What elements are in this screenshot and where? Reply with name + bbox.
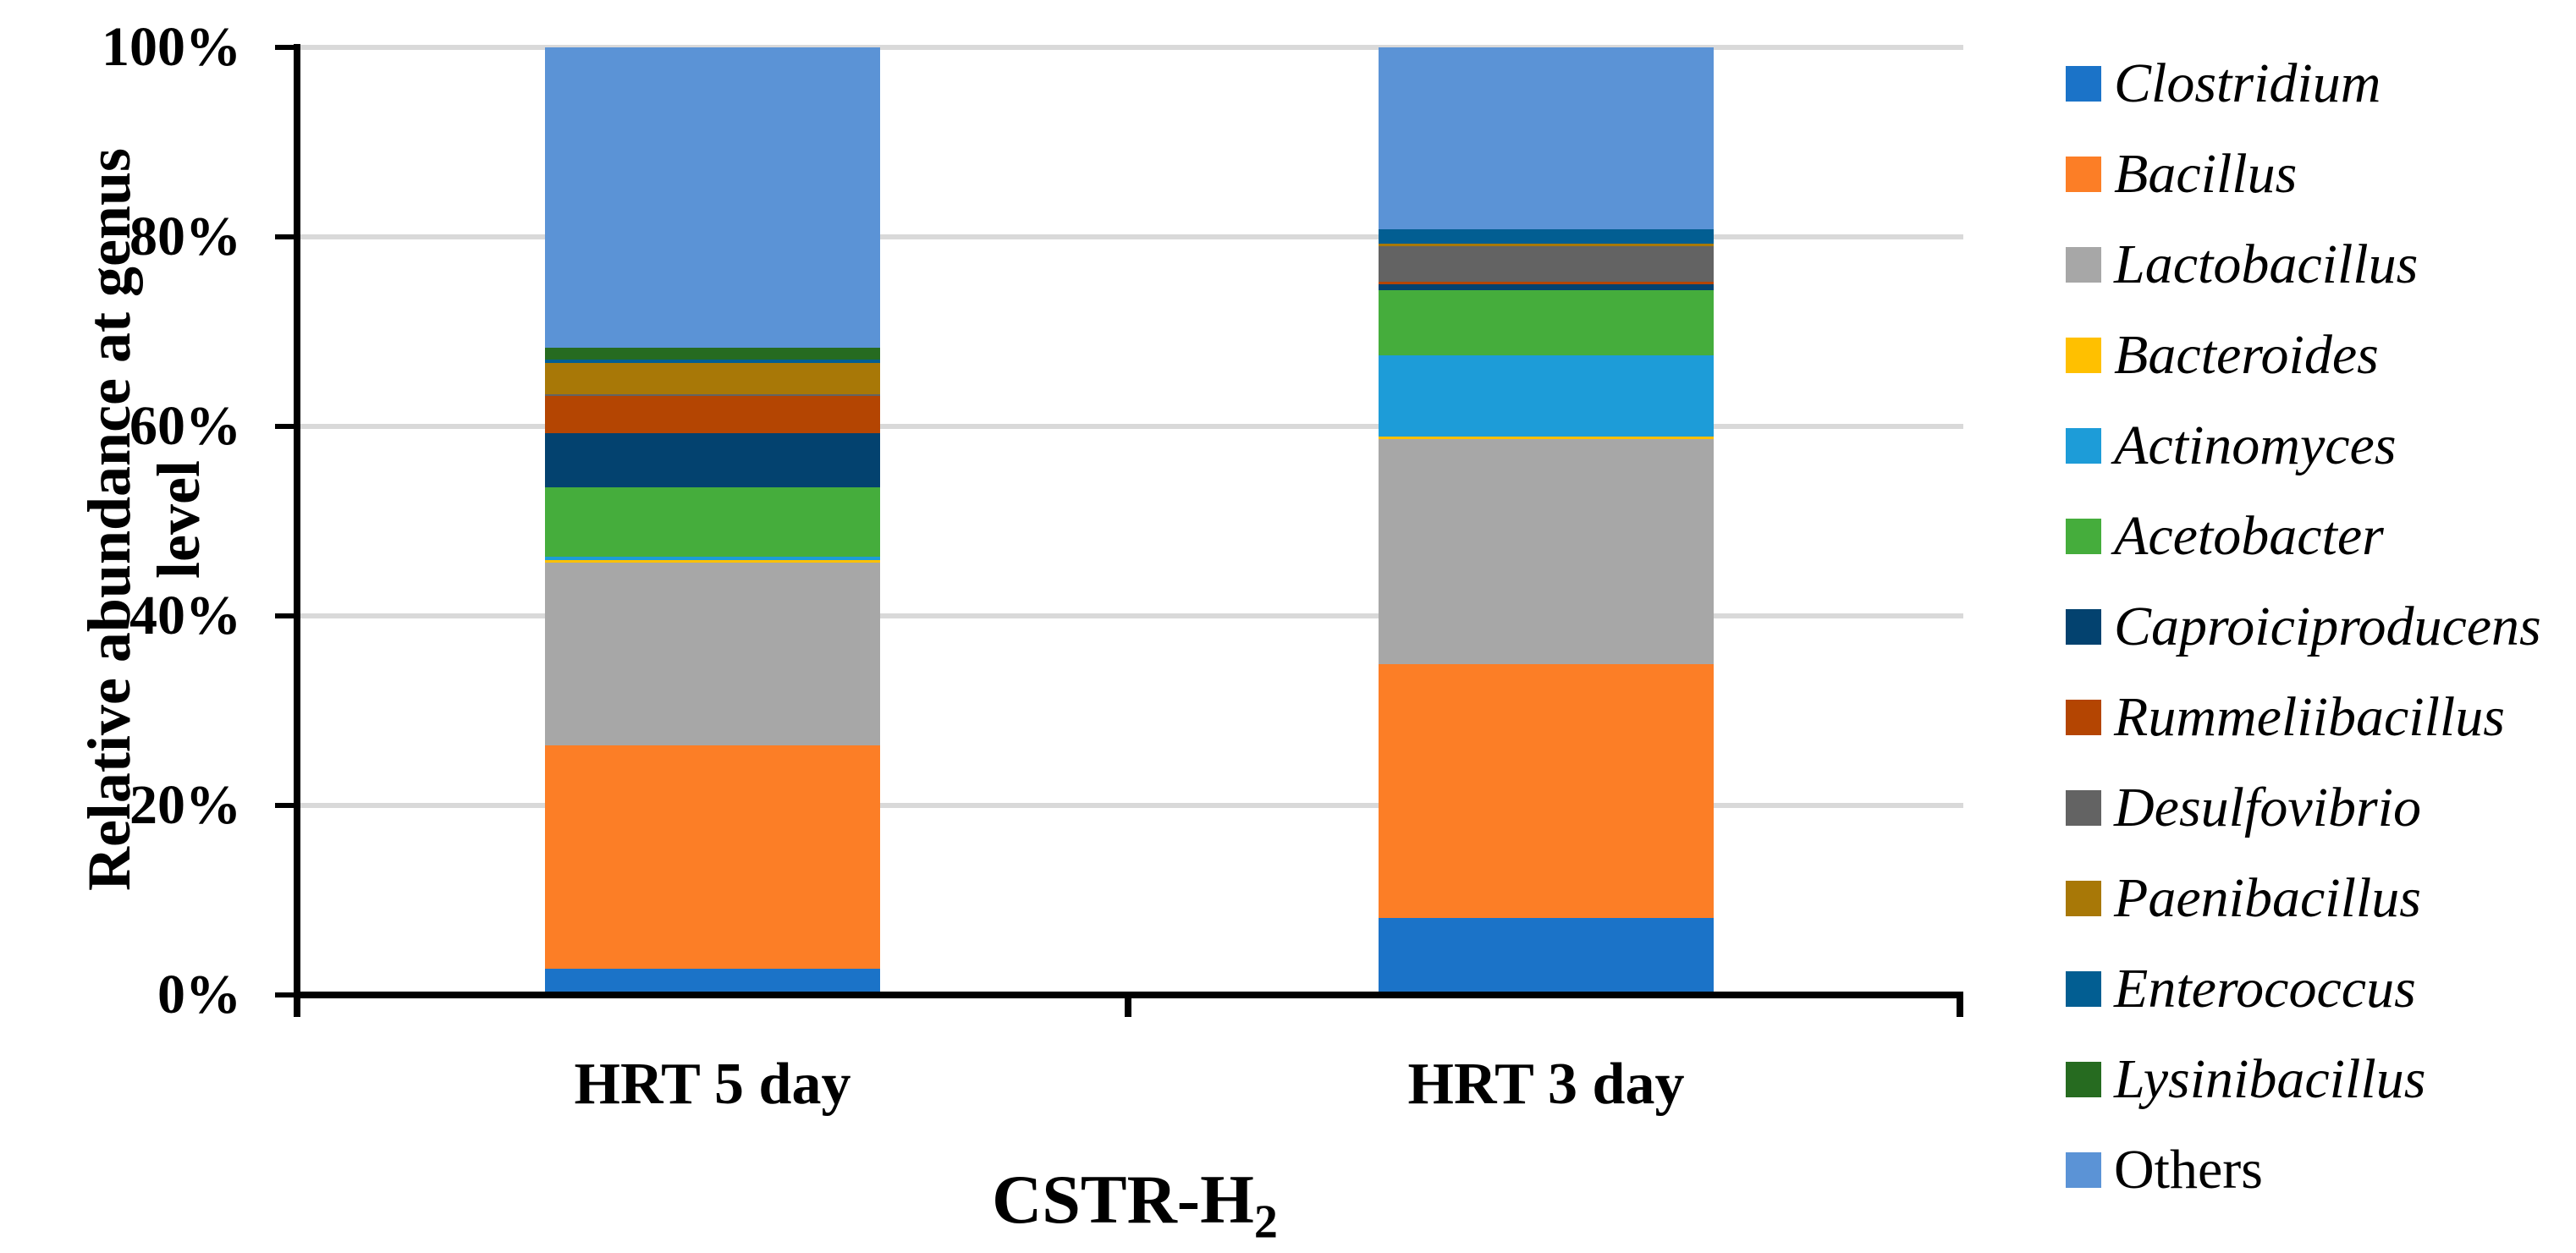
bar-segment-paenibacillus-1	[545, 362, 880, 394]
bar-segment-enterococcus-2	[1379, 229, 1714, 245]
bar-segment-bacillus-2	[1379, 663, 1714, 918]
legend-label-rummeliibacillus: Rummeliibacillus	[2114, 686, 2505, 748]
y-tick-label: 60%	[129, 395, 241, 457]
bar-segment-clostridium-1	[545, 969, 880, 992]
legend-label-desulfovibrio: Desulfovibrio	[2114, 777, 2421, 838]
legend-label-actinomyces: Actinomyces	[2114, 415, 2397, 476]
legend-label-bacillus: Bacillus	[2114, 143, 2298, 205]
y-axis-tick	[275, 992, 294, 997]
bar-segment-actinomyces-1	[545, 556, 880, 560]
bar-segment-acetobacter-1	[545, 487, 880, 557]
legend-label-clostridium: Clostridium	[2114, 52, 2381, 114]
gridline	[300, 45, 1963, 50]
x-axis-tick	[1957, 998, 1963, 1017]
bar-segment-actinomyces-2	[1379, 354, 1714, 437]
y-tick-label: 20%	[129, 774, 241, 836]
legend-label-paenibacillus: Paenibacillus	[2114, 867, 2421, 929]
bar-segment-paenibacillus-2	[1379, 244, 1714, 247]
x-axis-tick	[1125, 998, 1131, 1017]
legend-swatch-paenibacillus	[2066, 881, 2101, 916]
bar-segment-caproiciproducens-1	[545, 433, 880, 488]
legend-label-bacteroides: Bacteroides	[2114, 324, 2379, 386]
legend-swatch-enterococcus	[2066, 971, 2101, 1007]
bar-segment-lactobacillus-2	[1379, 439, 1714, 664]
bar-segment-rummeliibacillus-1	[545, 395, 880, 434]
y-axis-tick	[275, 424, 294, 429]
bar-segment-desulfovibrio-1	[545, 393, 880, 396]
y-axis-tick	[275, 803, 294, 808]
x-axis-tick	[294, 998, 300, 1017]
bar-segment-others-1	[545, 47, 880, 348]
bar-segment-caproiciproducens-2	[1379, 284, 1714, 290]
legend-swatch-bacteroides	[2066, 338, 2101, 373]
bar-segment-lactobacillus-1	[545, 563, 880, 745]
bar-segment-acetobacter-2	[1379, 289, 1714, 355]
x-axis-line	[294, 992, 1963, 998]
gridline	[300, 424, 1963, 429]
bar-segment-rummeliibacillus-2	[1379, 281, 1714, 285]
category-label-1: HRT 5 day	[574, 1052, 851, 1117]
bar-segment-enterococcus-1	[545, 360, 880, 363]
legend-swatch-clostridium	[2066, 66, 2101, 102]
y-axis-title-line2: level	[145, 460, 212, 579]
legend-swatch-caproiciproducens	[2066, 609, 2101, 645]
y-tick-label: 80%	[129, 206, 241, 267]
legend-label-lactobacillus: Lactobacillus	[2114, 234, 2419, 295]
y-axis-line	[294, 44, 300, 998]
gridline	[300, 803, 1963, 808]
legend-swatch-actinomyces	[2066, 428, 2101, 464]
legend-swatch-lactobacillus	[2066, 247, 2101, 283]
legend-label-acetobacter: Acetobacter	[2114, 505, 2384, 567]
category-label-2: HRT 3 day	[1407, 1052, 1685, 1117]
y-tick-label: 40%	[129, 585, 241, 646]
legend-swatch-bacillus	[2066, 157, 2101, 192]
gridline	[300, 234, 1963, 239]
legend-swatch-rummeliibacillus	[2066, 700, 2101, 735]
x-axis-title: CSTR-H2	[881, 1161, 1389, 1253]
y-axis-title: Relative abundance at genus level	[74, 54, 213, 985]
legend-label-lysinibacillus: Lysinibacillus	[2114, 1048, 2426, 1110]
y-tick-label: 100%	[102, 16, 241, 78]
bar-segment-clostridium-2	[1379, 917, 1714, 992]
y-tick-label: 0%	[157, 964, 241, 1025]
y-axis-tick	[275, 234, 294, 239]
bar-segment-desulfovibrio-2	[1379, 246, 1714, 282]
legend-label-caproiciproducens: Caproiciproducens	[2114, 596, 2541, 657]
gridline	[300, 613, 1963, 618]
legend-label-others: Others	[2114, 1139, 2263, 1201]
bar-segment-others-2	[1379, 47, 1714, 230]
y-axis-tick	[275, 45, 294, 50]
x-axis-title-subscript: 2	[1253, 1195, 1278, 1249]
legend-swatch-lysinibacillus	[2066, 1062, 2101, 1097]
bar-segment-bacillus-1	[545, 745, 880, 970]
bar-segment-lysinibacillus-1	[545, 347, 880, 360]
bar-segment-bacteroides-2	[1379, 436, 1714, 440]
y-axis-tick	[275, 613, 294, 618]
legend-swatch-desulfovibrio	[2066, 790, 2101, 826]
bar-segment-bacteroides-1	[545, 559, 880, 563]
x-axis-title-text: CSTR-H	[992, 1161, 1254, 1238]
legend-label-enterococcus: Enterococcus	[2114, 958, 2416, 1019]
y-axis-title-line1: Relative abundance at genus	[75, 147, 143, 892]
legend-swatch-acetobacter	[2066, 519, 2101, 554]
legend-swatch-others	[2066, 1152, 2101, 1188]
